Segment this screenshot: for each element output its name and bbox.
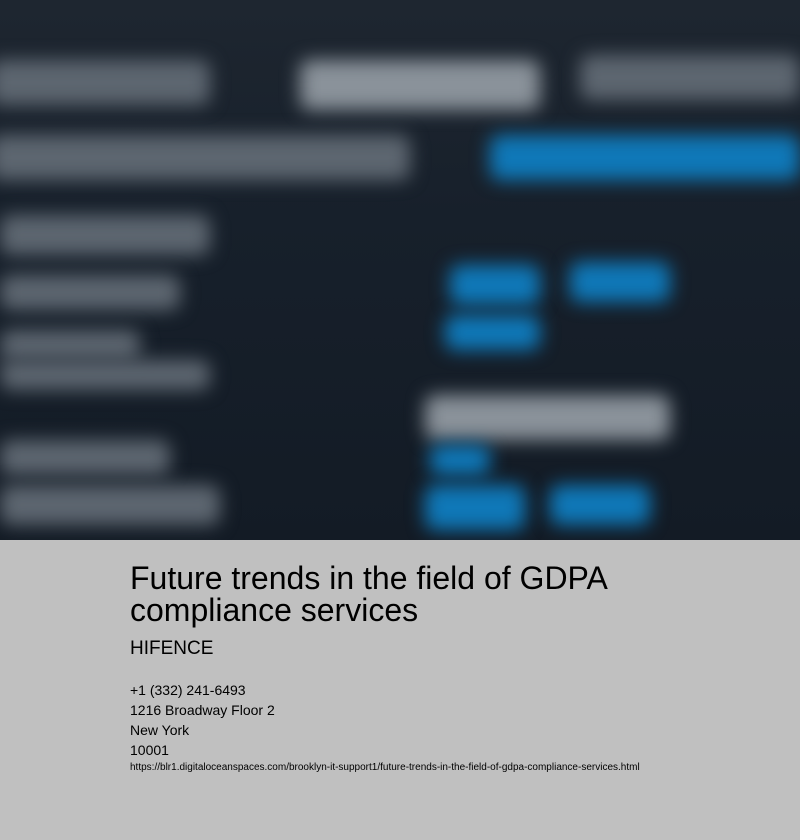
city: New York <box>130 722 190 738</box>
contact-info: +1 (332) 241-6493 1216 Broadway Floor 2 … <box>130 680 750 760</box>
phone-number: +1 (332) 241-6493 <box>130 682 246 698</box>
page-url-link[interactable]: https://blr1.digitaloceanspaces.com/broo… <box>130 762 640 773</box>
hero-image <box>0 0 800 540</box>
brand-name: HIFENCE <box>130 638 214 659</box>
zip-code: 10001 <box>130 742 169 758</box>
page-content: Future trends in the field of GDPA compl… <box>130 562 750 773</box>
street-address: 1216 Broadway Floor 2 <box>130 702 275 718</box>
page-title: Future trends in the field of GDPA compl… <box>130 560 607 628</box>
